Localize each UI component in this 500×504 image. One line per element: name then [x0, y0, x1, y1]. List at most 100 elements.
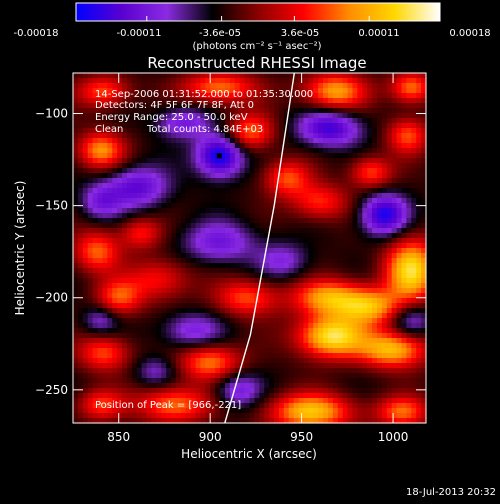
heatmap-cell [235, 358, 241, 364]
heatmap-cell [382, 318, 388, 324]
heatmap-cell [397, 153, 403, 159]
heatmap-cell [397, 318, 403, 324]
heatmap-cell [392, 143, 398, 149]
heatmap-cell [235, 413, 241, 419]
heatmap-cell [348, 168, 354, 174]
heatmap-cell [137, 368, 143, 374]
heatmap-cell [210, 373, 216, 379]
heatmap-cell [397, 168, 403, 174]
heatmap-cell [338, 338, 344, 344]
heatmap-cell [333, 288, 339, 294]
heatmap-cell [274, 118, 280, 124]
heatmap-cell [186, 283, 192, 289]
heatmap-cell [127, 378, 132, 384]
heatmap-cell [377, 238, 383, 244]
heatmap-cell [357, 268, 363, 274]
heatmap-cell [338, 228, 344, 234]
heatmap-cell [127, 248, 132, 254]
heatmap-cell [235, 163, 241, 169]
heatmap-cell [83, 353, 89, 359]
heatmap-cell [102, 413, 108, 419]
heatmap-cell [279, 78, 285, 84]
heatmap-cell [294, 333, 300, 339]
heatmap-cell [308, 378, 314, 384]
heatmap-cell [132, 333, 138, 339]
heatmap-cell [274, 238, 280, 244]
heatmap-cell [230, 183, 236, 189]
heatmap-cell [250, 248, 256, 254]
heatmap-cell [387, 143, 393, 149]
heatmap-cell [122, 208, 128, 214]
heatmap-cell [318, 218, 324, 224]
heatmap-cell [318, 253, 324, 259]
heatmap-cell [245, 193, 251, 199]
heatmap-cell [205, 238, 211, 244]
heatmap-cell [318, 178, 324, 184]
heatmap-cell [93, 158, 99, 164]
heatmap-cell [245, 413, 251, 419]
heatmap-cell [387, 328, 393, 334]
heatmap-cell [372, 413, 378, 419]
heatmap-cell [348, 93, 354, 99]
heatmap-cell [279, 368, 285, 374]
heatmap-cell [303, 403, 309, 409]
heatmap-cell [259, 238, 265, 244]
heatmap-cell [142, 83, 148, 89]
heatmap-cell [397, 213, 403, 219]
heatmap-cell [245, 153, 251, 159]
heatmap-cell [83, 253, 89, 259]
heatmap-cell [137, 393, 143, 399]
heatmap-cell [117, 313, 123, 319]
heatmap-cell [210, 348, 216, 354]
heatmap-cell [289, 173, 295, 179]
heatmap-cell [284, 183, 290, 189]
heatmap-cell [362, 363, 368, 369]
heatmap-cell [289, 313, 295, 319]
heatmap-cell [191, 218, 197, 224]
heatmap-cell [362, 263, 368, 269]
heatmap-cell [98, 368, 104, 374]
heatmap-cell [112, 303, 118, 309]
heatmap-cell [279, 313, 285, 319]
heatmap-cell [181, 233, 187, 239]
heatmap-cell [264, 198, 270, 204]
heatmap-cell [191, 183, 197, 189]
heatmap-cell [343, 73, 349, 79]
heatmap-cell [73, 383, 79, 389]
heatmap-cell [151, 298, 157, 304]
heatmap-cell [352, 288, 358, 294]
heatmap-cell [357, 153, 363, 159]
heatmap-cell [397, 108, 403, 114]
heatmap-cell [161, 168, 167, 174]
heatmap-cell [259, 223, 265, 229]
heatmap-cell [284, 228, 290, 234]
heatmap-cell [142, 173, 148, 179]
heatmap-cell [107, 243, 113, 249]
heatmap-cell [372, 278, 378, 284]
heatmap-cell [151, 303, 157, 309]
heatmap-cell [122, 178, 128, 184]
heatmap-cell [220, 173, 226, 179]
heatmap-cell [107, 253, 113, 259]
heatmap-cell [387, 213, 393, 219]
heatmap-cell [269, 363, 275, 369]
heatmap-cell [328, 318, 334, 324]
heatmap-cell [411, 213, 417, 219]
heatmap-cell [362, 283, 368, 289]
heatmap-cell [142, 178, 148, 184]
heatmap-cell [235, 153, 241, 159]
heatmap-cell [303, 198, 309, 204]
heatmap-cell [122, 158, 128, 164]
heatmap-cell [245, 143, 251, 149]
heatmap-cell [132, 228, 138, 234]
heatmap-cell [176, 308, 182, 314]
heatmap-cell [98, 363, 104, 369]
heatmap-cell [392, 333, 398, 339]
heatmap-cell [289, 398, 295, 404]
heatmap-cell [259, 328, 265, 334]
heatmap-cell [196, 348, 202, 354]
heatmap-cell [377, 188, 383, 194]
heatmap-cell [78, 353, 84, 359]
heatmap-cell [382, 83, 388, 89]
